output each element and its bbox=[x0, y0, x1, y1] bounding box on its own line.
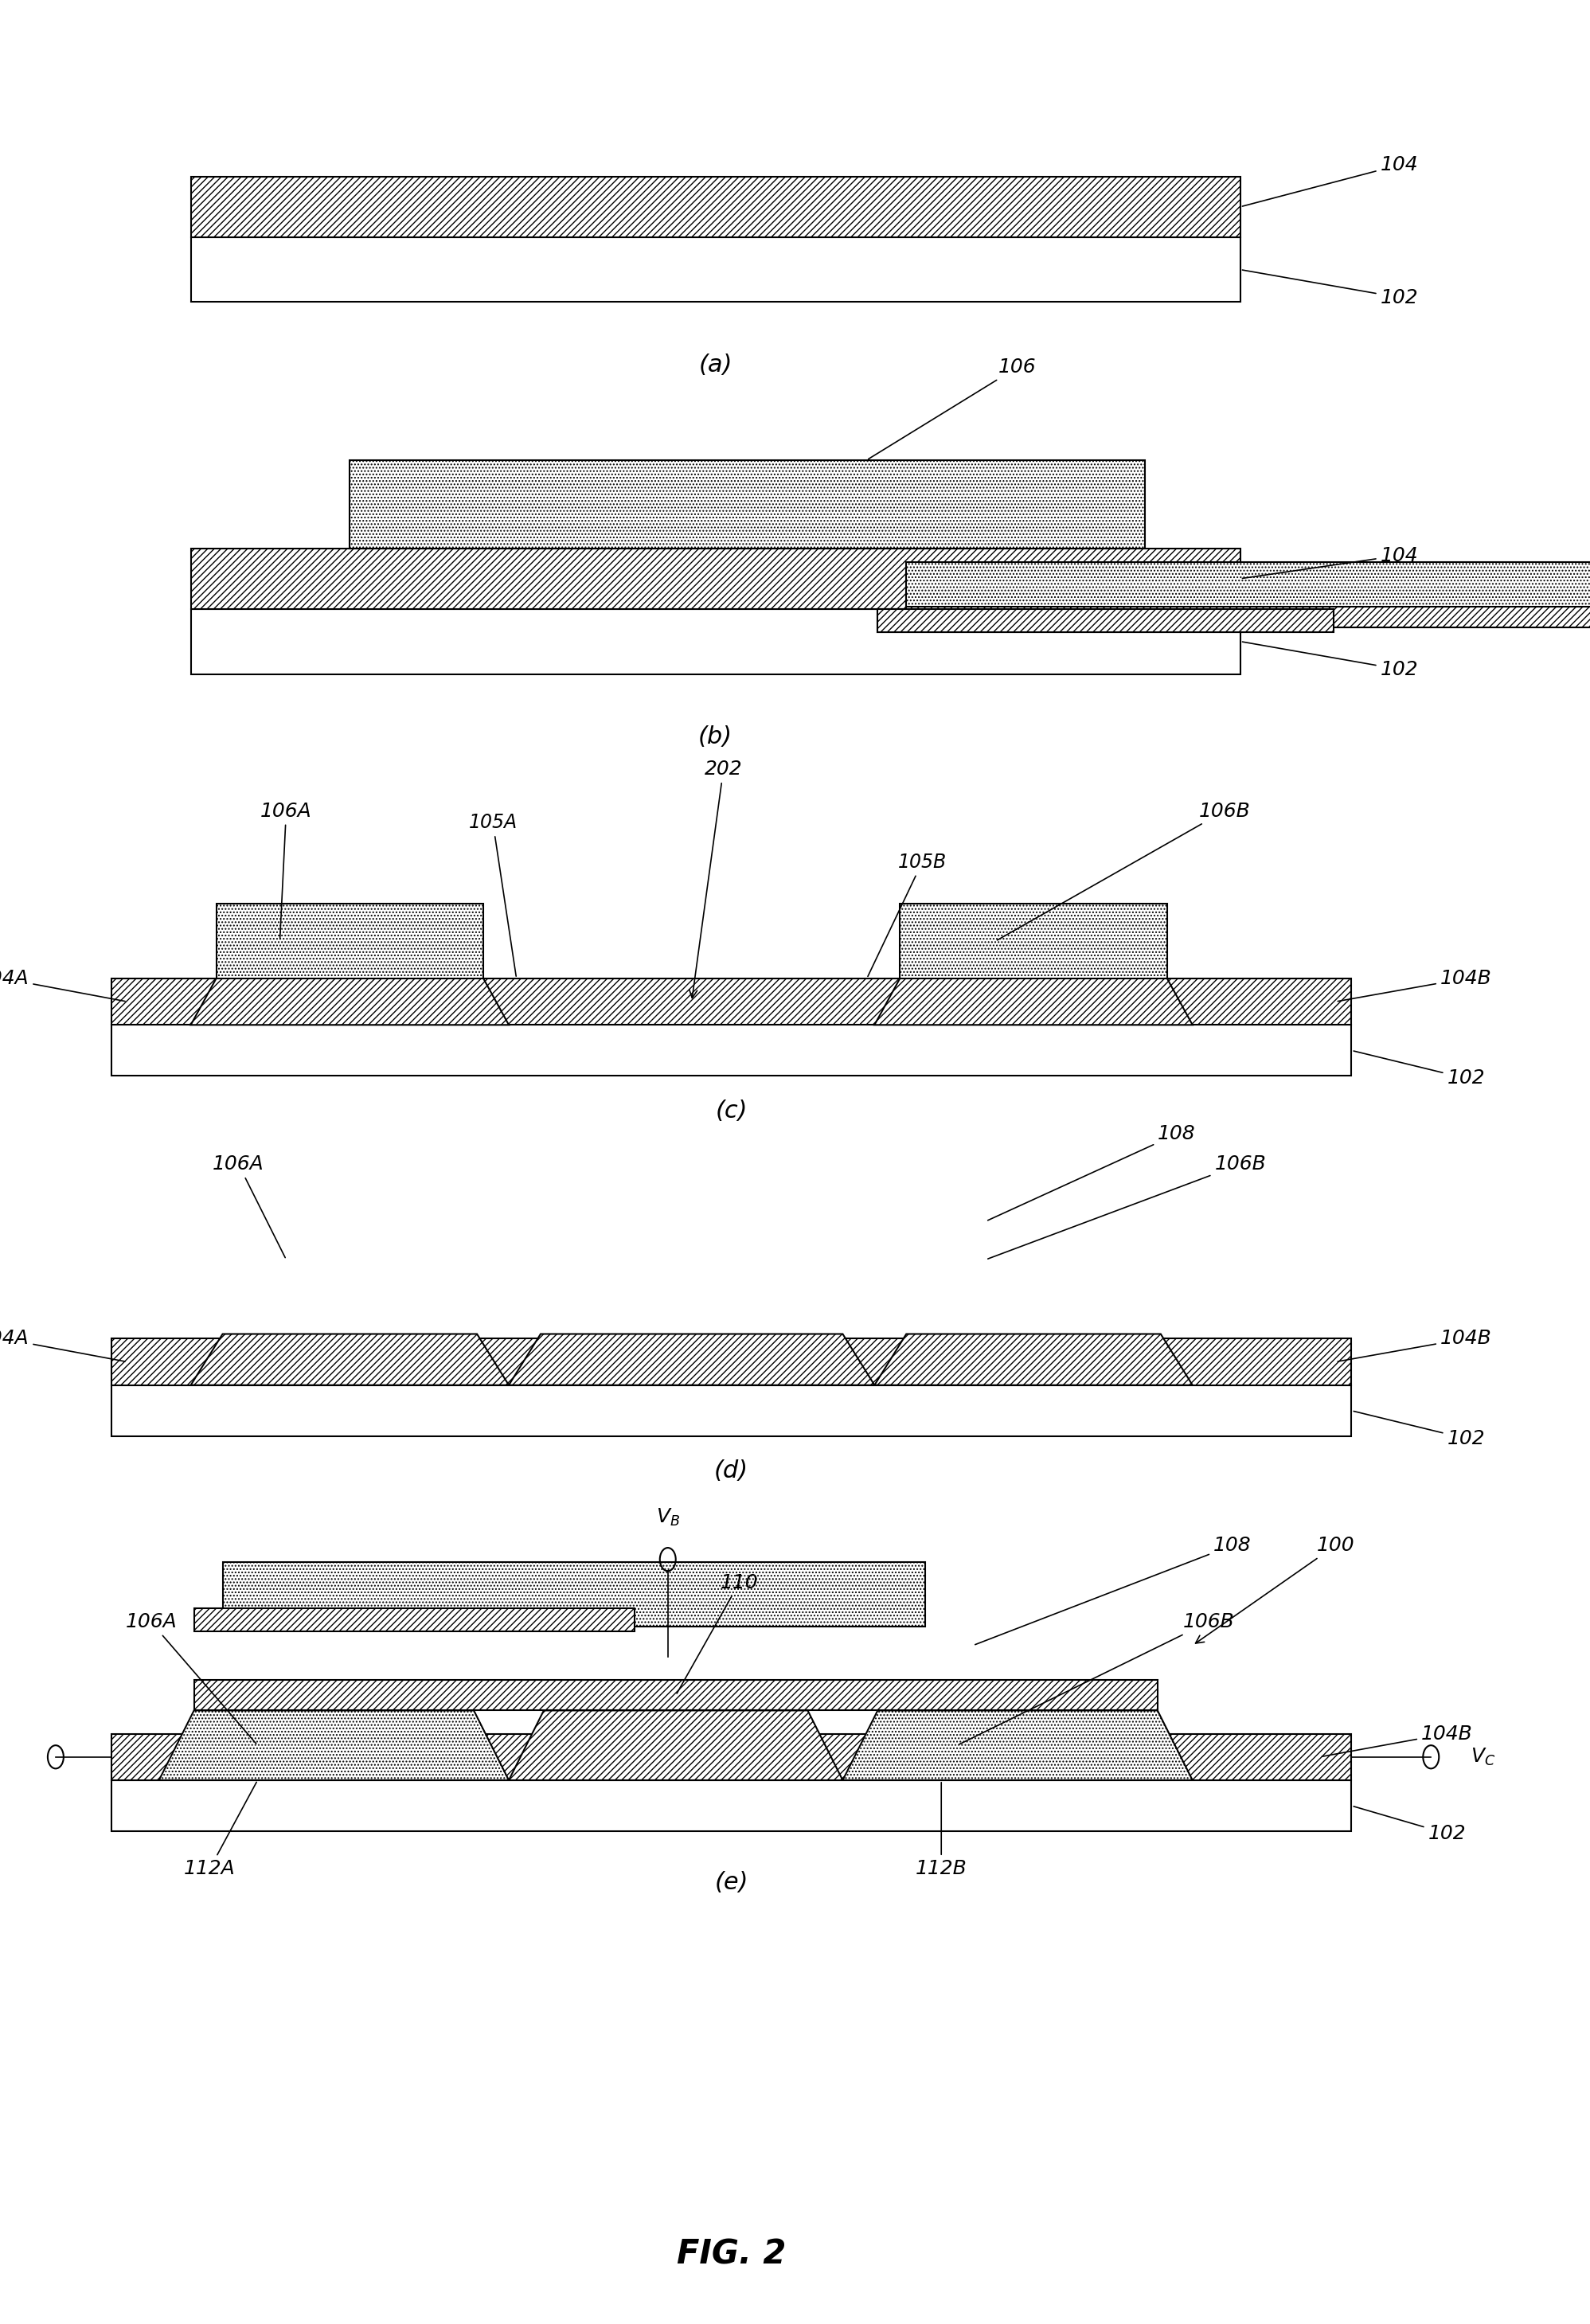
Text: 102: 102 bbox=[1353, 1806, 1466, 1843]
Polygon shape bbox=[191, 978, 509, 1025]
Polygon shape bbox=[509, 1334, 874, 1385]
Text: (d): (d) bbox=[714, 1459, 749, 1483]
Text: 106A: 106A bbox=[213, 1155, 285, 1257]
Polygon shape bbox=[875, 978, 1192, 1025]
Bar bbox=[111, 1339, 1352, 1385]
Text: $V_B$: $V_B$ bbox=[655, 1508, 681, 1527]
Bar bbox=[111, 1385, 1352, 1436]
Text: 102: 102 bbox=[1353, 1411, 1485, 1448]
Text: 202: 202 bbox=[690, 760, 743, 997]
Polygon shape bbox=[159, 1710, 509, 1780]
Bar bbox=[906, 607, 1590, 627]
Text: 108: 108 bbox=[987, 1125, 1196, 1220]
Text: 104: 104 bbox=[1242, 156, 1418, 207]
Text: 104A: 104A bbox=[0, 969, 126, 1002]
Text: 102: 102 bbox=[1353, 1050, 1485, 1088]
Text: (a): (a) bbox=[698, 353, 733, 376]
Text: (c): (c) bbox=[716, 1099, 747, 1122]
Bar bbox=[878, 609, 1318, 632]
Text: 105B: 105B bbox=[868, 853, 946, 976]
Text: 106A: 106A bbox=[261, 802, 312, 939]
Text: 105A: 105A bbox=[469, 813, 517, 976]
Text: 110: 110 bbox=[677, 1573, 758, 1694]
Bar bbox=[111, 1780, 1352, 1831]
Text: 108: 108 bbox=[975, 1536, 1251, 1645]
Text: (b): (b) bbox=[698, 725, 733, 748]
Polygon shape bbox=[191, 1334, 509, 1385]
Polygon shape bbox=[843, 1710, 1192, 1780]
Bar bbox=[350, 460, 1145, 548]
Text: 104A: 104A bbox=[0, 1329, 126, 1362]
Bar bbox=[906, 562, 1590, 627]
Text: 112B: 112B bbox=[916, 1783, 967, 1878]
Text: 102: 102 bbox=[1242, 270, 1418, 307]
Text: (e): (e) bbox=[714, 1871, 749, 1894]
Text: 106B: 106B bbox=[997, 802, 1250, 941]
Polygon shape bbox=[900, 904, 1167, 978]
Bar bbox=[191, 237, 1240, 302]
Bar bbox=[111, 1025, 1352, 1076]
Text: 106B: 106B bbox=[987, 1155, 1266, 1260]
Text: 106: 106 bbox=[868, 358, 1037, 460]
Text: $V_C$: $V_C$ bbox=[1471, 1748, 1496, 1766]
Text: FIG. 2: FIG. 2 bbox=[677, 2238, 785, 2271]
Polygon shape bbox=[875, 1334, 1192, 1385]
Text: 106B: 106B bbox=[959, 1613, 1234, 1745]
Text: 102: 102 bbox=[1242, 641, 1418, 679]
Text: 100: 100 bbox=[1196, 1536, 1355, 1643]
Polygon shape bbox=[509, 1710, 843, 1780]
Polygon shape bbox=[216, 904, 483, 978]
Text: 104B: 104B bbox=[1337, 1329, 1491, 1362]
Bar bbox=[191, 177, 1240, 237]
Text: 104: 104 bbox=[1242, 546, 1418, 579]
Bar bbox=[191, 548, 1240, 609]
Text: 106A: 106A bbox=[126, 1613, 256, 1743]
Bar bbox=[223, 1562, 925, 1627]
Text: 112A: 112A bbox=[184, 1783, 256, 1878]
Bar bbox=[194, 1608, 634, 1631]
Bar bbox=[111, 1734, 1352, 1780]
Bar bbox=[191, 609, 1240, 674]
Bar bbox=[111, 978, 1352, 1025]
Text: 104B: 104B bbox=[1321, 1724, 1472, 1757]
Bar bbox=[878, 609, 1334, 632]
Polygon shape bbox=[194, 1680, 1158, 1710]
Text: 104B: 104B bbox=[1337, 969, 1491, 1002]
